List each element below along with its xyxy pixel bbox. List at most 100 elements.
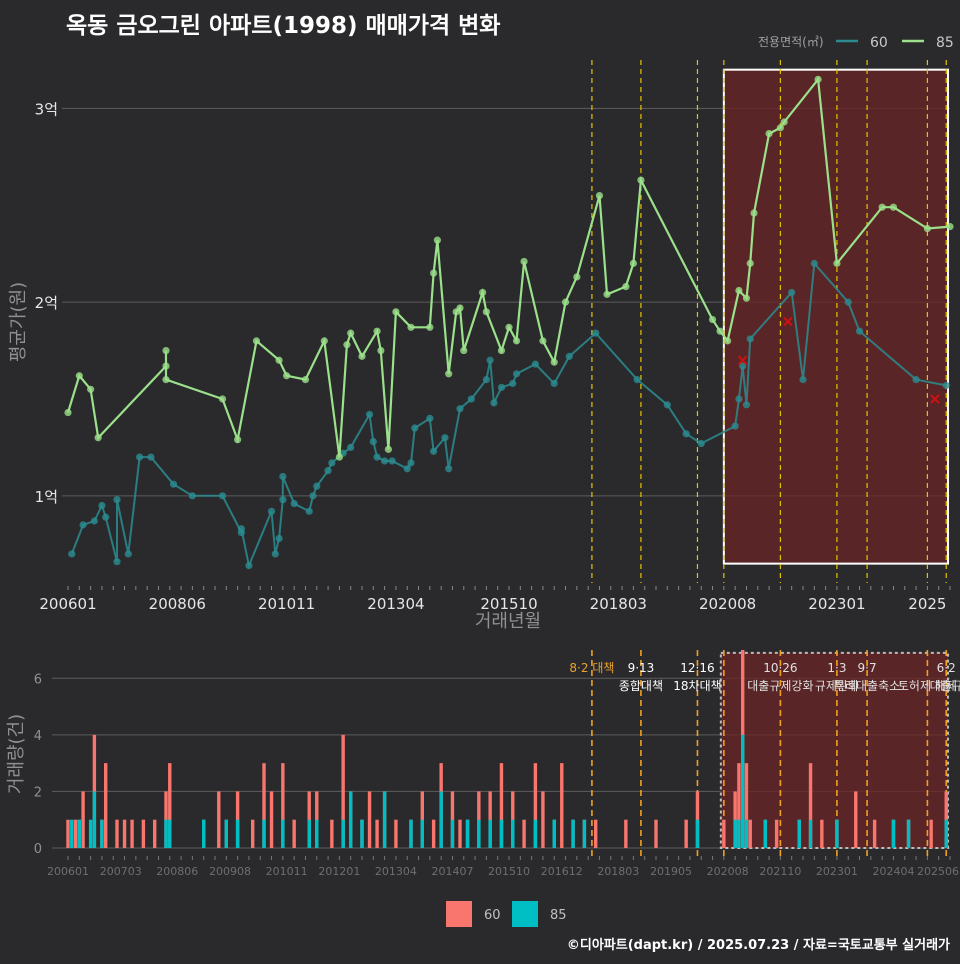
- volume-bar-60: [654, 819, 658, 848]
- y-tick-label: 1억: [35, 488, 58, 506]
- data-point-60: [592, 329, 600, 337]
- x-tick-label: 202008: [699, 595, 756, 613]
- volume-bar-85: [450, 819, 455, 848]
- data-point-60: [565, 352, 573, 360]
- volume-bar-85: [944, 819, 948, 848]
- volume-bar-60: [81, 791, 85, 848]
- data-point-60: [388, 457, 396, 465]
- policy-annotation: 9·7: [858, 661, 877, 675]
- volume-bar-85: [315, 819, 319, 848]
- volume-bar-60: [341, 734, 345, 848]
- data-point-85: [776, 124, 784, 132]
- data-point-85: [283, 372, 291, 380]
- data-point-60: [271, 550, 279, 558]
- data-point-60: [313, 482, 321, 490]
- data-point-60: [663, 401, 671, 409]
- x-tick-label: 202301: [816, 865, 858, 878]
- volume-bar-60: [560, 763, 564, 848]
- data-point-60: [497, 383, 506, 391]
- volume-bar-60: [217, 791, 221, 848]
- volume-bar-60: [103, 763, 108, 848]
- data-point-85: [512, 337, 521, 345]
- data-point-85: [923, 224, 931, 233]
- volume-bar-85: [733, 819, 737, 848]
- data-point-60: [490, 399, 498, 407]
- data-point-60: [486, 356, 494, 364]
- volume-bar-85: [348, 791, 353, 848]
- data-point-85: [162, 376, 170, 384]
- y-axis-label: 평균가(원): [8, 282, 29, 362]
- policy-annotation: 토허제 해제: [898, 679, 957, 693]
- legend-label-85: 85: [936, 35, 954, 51]
- volume-bar-85: [808, 819, 813, 848]
- data-point-85: [234, 436, 242, 444]
- x-tick-label: 202008: [707, 865, 749, 878]
- data-point-60: [275, 534, 283, 543]
- data-point-60: [188, 492, 196, 500]
- volume-bar-85: [835, 819, 839, 848]
- data-point-85: [162, 346, 170, 355]
- data-point-60: [467, 395, 475, 403]
- data-point-85: [252, 337, 261, 345]
- volume-bar-60: [394, 819, 398, 848]
- volume-bar-60: [593, 819, 598, 848]
- source-footer: ©디아파트(dapt.kr) / 2025.07.23 / 자료=국토교통부 실…: [566, 938, 950, 953]
- data-point-60: [381, 457, 389, 465]
- data-point-85: [320, 337, 328, 345]
- data-point-85: [629, 259, 637, 267]
- volume-bar-85: [740, 734, 745, 848]
- volume-bar-60: [820, 819, 824, 848]
- highlight-period-box: [719, 651, 949, 849]
- data-point-60: [98, 501, 106, 510]
- data-point-60: [305, 507, 313, 515]
- volume-bar-60: [262, 763, 266, 848]
- data-point-60: [328, 459, 336, 467]
- data-point-60: [739, 362, 747, 370]
- data-point-60: [855, 327, 864, 335]
- legend-label-60: 60: [870, 35, 888, 51]
- volume-bar-85: [92, 791, 97, 848]
- volume-bar-60: [533, 763, 538, 848]
- policy-annotation: 1·3: [827, 661, 846, 675]
- volume-bar-60: [722, 819, 726, 848]
- data-point-60: [102, 513, 110, 521]
- data-point-85: [335, 453, 343, 461]
- legend-key-85: [512, 901, 538, 927]
- data-point-60: [942, 381, 950, 390]
- data-point-85: [573, 273, 581, 281]
- x-tick-label: 202110: [759, 865, 801, 878]
- x-tick-label: 202301: [808, 595, 865, 613]
- data-point-60: [79, 521, 87, 529]
- data-point-60: [456, 405, 464, 413]
- volume-bar-85: [906, 819, 911, 848]
- data-point-60: [810, 259, 818, 267]
- data-point-85: [878, 203, 886, 211]
- volume-bar-60: [774, 819, 779, 848]
- data-point-60: [746, 335, 754, 343]
- data-point-60: [373, 453, 381, 461]
- y-tick-label: 3억: [35, 100, 58, 118]
- x-tick-label: 201201: [318, 865, 360, 878]
- volume-bar-85: [164, 819, 168, 848]
- volume-bar-85: [235, 819, 240, 848]
- marker-x: [737, 355, 748, 365]
- data-point-85: [426, 323, 434, 331]
- volume-bar-60: [624, 819, 628, 848]
- volume-bar-85: [262, 819, 266, 848]
- data-point-60: [68, 550, 76, 558]
- x-tick-label: 201011: [266, 865, 308, 878]
- volume-bar-60: [541, 791, 545, 848]
- data-point-60: [124, 550, 132, 558]
- data-point-60: [267, 507, 276, 515]
- data-point-60: [788, 288, 796, 297]
- x-tick-label: 200703: [100, 865, 142, 878]
- data-point-60: [411, 424, 419, 432]
- volume-bar-60: [744, 763, 749, 848]
- data-point-60: [912, 376, 920, 384]
- data-point-60: [426, 414, 434, 422]
- data-point-85: [561, 298, 570, 306]
- policy-annotation: 규제완화: [815, 679, 859, 693]
- data-point-60: [365, 410, 374, 419]
- data-point-60: [245, 561, 253, 570]
- volume-bar-60: [737, 763, 741, 848]
